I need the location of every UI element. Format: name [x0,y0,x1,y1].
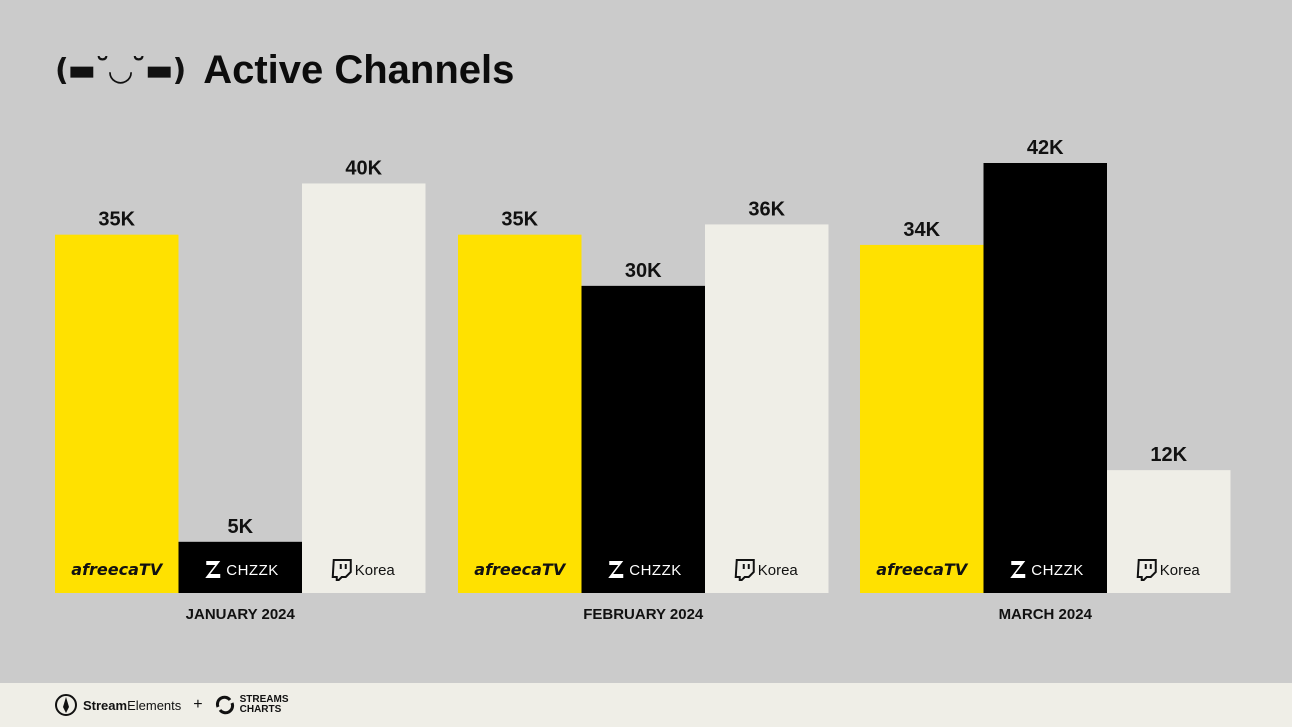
category-label: MARCH 2024 [999,606,1093,623]
bar [458,234,582,593]
twitch-icon [331,559,352,581]
korea-logo-label: Korea [1160,562,1201,579]
twitch-icon-eye-left [339,564,342,569]
category-label: FEBRUARY 2024 [583,606,704,623]
streamscharts-icon [215,695,234,715]
bar [55,234,179,593]
plus-sign: + [193,696,203,713]
twitch-icon-eye-right [747,564,750,569]
streamscharts-logo: STREAMS CHARTS [215,695,289,715]
partner-line2: CHARTS [239,704,282,715]
afreecatv-logo: afreecaTV [71,560,164,579]
chzzk-logo-label: CHZZK [629,562,682,579]
brand-rest: Elements [127,697,182,713]
chzzk-logo-label: CHZZK [1031,562,1084,579]
streamelements-icon [55,694,77,716]
kaomoji-emoticon: (▬˘◡˘▬) [55,53,186,88]
data-label: 30K [625,260,662,282]
chzzk-logo-label: CHZZK [226,562,279,579]
category-label: JANUARY 2024 [186,606,296,623]
data-label: 35K [501,209,538,231]
twitch-icon-eye-right [344,564,347,569]
bar [705,224,829,593]
data-label: 36K [748,198,785,220]
data-label: 12K [1150,444,1187,466]
bar-chart: 35K afreecaTV 5K CHZZK 40K Korea JANUARY 2024 3… [55,137,1231,623]
data-label: 42K [1027,137,1064,159]
chzzk-icon [205,561,221,578]
twitch-icon-eye-left [742,564,745,569]
bar [860,244,984,593]
bar [302,183,426,593]
twitch-icon-eye-left [1144,564,1147,569]
chart-title: Active Channels [203,48,515,92]
footer: StreamElements + STREAMS CHARTS [0,683,1292,727]
chzzk-icon [608,561,624,578]
data-label: 34K [903,219,940,241]
bar [178,541,302,593]
afreecatv-logo: afreecaTV [876,560,969,579]
bar [1107,470,1231,593]
chzzk-icon [1010,561,1026,578]
bar [983,163,1107,593]
bar [581,285,705,593]
korea-logo-label: Korea [758,562,799,579]
twitch-icon [1136,559,1157,581]
afreecatv-logo: afreecaTV [474,560,567,579]
partner-line1: STREAMS [239,694,289,705]
brand-strong: Stream [83,697,128,713]
data-label: 35K [98,209,135,231]
data-label: 5K [227,516,253,538]
streamelements-logo: StreamElements [55,693,181,717]
data-label: 40K [345,157,382,179]
twitch-icon-eye-right [1149,564,1152,569]
korea-logo-label: Korea [355,562,396,579]
chart-header: (▬˘◡˘▬) Active Channels [55,48,514,93]
twitch-icon [734,559,755,581]
